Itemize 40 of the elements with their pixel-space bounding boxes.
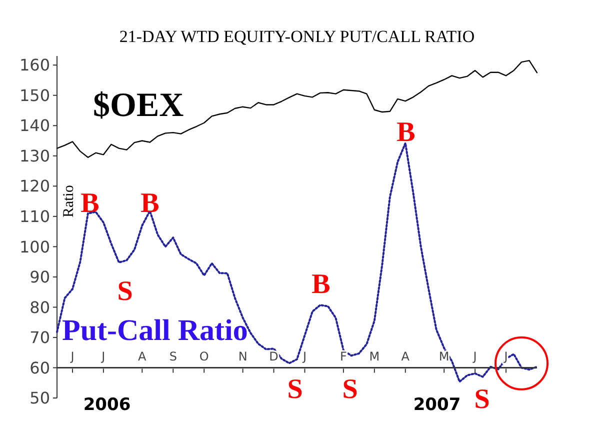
y-tick-label: 90 <box>30 268 50 287</box>
x-tick-label: O <box>199 350 209 364</box>
x-tick-label: J <box>302 350 307 364</box>
annotation: 2007 <box>413 395 461 415</box>
y-tick-label: 50 <box>30 388 50 408</box>
y-tick-label: 130 <box>19 146 50 166</box>
y-tick-label: 150 <box>19 86 50 105</box>
annotation: B <box>140 188 160 219</box>
annotation: B <box>396 116 416 148</box>
annotation: S <box>287 374 303 405</box>
x-tick-label: A <box>138 350 148 364</box>
y-tick-label: 100 <box>19 237 50 256</box>
x-tick-label: J <box>472 350 477 364</box>
annotation: 2006 <box>83 395 131 415</box>
line-series <box>56 60 538 158</box>
x-tick-label: A <box>401 350 410 364</box>
series-label: Put-Call Ratio <box>62 314 248 347</box>
series-label: $OEX <box>93 87 184 124</box>
x-tick-label: S <box>169 350 177 364</box>
x-tick-label: J <box>100 350 106 364</box>
y-tick-label: 140 <box>19 116 50 136</box>
x-tick-label: M <box>438 350 450 364</box>
y-tick-label: 80 <box>30 298 50 317</box>
annotation: S <box>474 384 490 415</box>
y-tick-label: 110 <box>19 207 50 226</box>
annotation: S <box>342 374 358 405</box>
y-axis-title: Ratio <box>61 185 77 218</box>
x-tick-label: N <box>238 350 248 364</box>
y-tick-label: 120 <box>19 176 50 196</box>
y-tick-label: 70 <box>30 328 50 348</box>
chart-title: 21-DAY WTD EQUITY-ONLY PUT/CALL RATIO <box>119 27 475 46</box>
x-tick-label: M <box>369 350 380 364</box>
annotation: B <box>80 188 100 219</box>
y-tick-label: 60 <box>30 358 50 378</box>
x-tick-label: D <box>269 350 278 364</box>
x-tick-label: F <box>340 350 347 364</box>
annotation: S <box>117 276 133 307</box>
annotation: B <box>312 268 330 300</box>
y-tick-label: 160 <box>19 56 50 75</box>
x-tick-label: J <box>70 350 74 364</box>
